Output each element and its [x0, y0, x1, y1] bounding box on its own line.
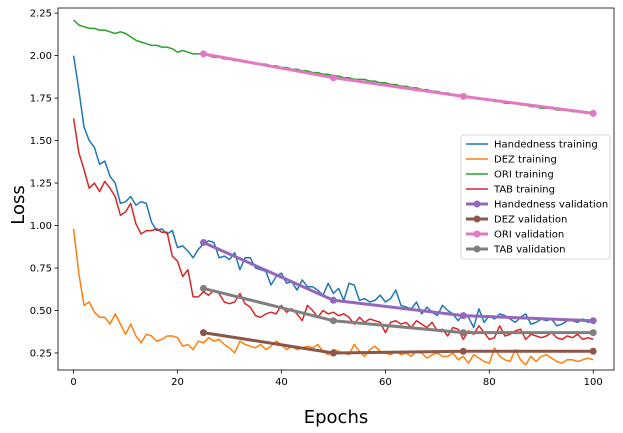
data-point-ori-validation — [329, 74, 337, 82]
data-point-tab-validation — [329, 317, 337, 325]
series-line-tab-training — [72, 118, 594, 341]
y-tick-label: 1.00 — [30, 221, 52, 232]
data-point-dez-validation — [459, 347, 467, 355]
legend-marker — [473, 200, 481, 208]
legend-marker — [473, 215, 481, 223]
series-ori-validation — [200, 50, 597, 117]
data-point-handedness-validation — [459, 312, 467, 320]
x-tick-label: 100 — [584, 377, 603, 388]
data-point-ori-validation — [459, 92, 467, 100]
legend-marker — [473, 230, 481, 238]
legend-entry-tab-training: TAB training — [466, 185, 555, 196]
series-line-ori-validation — [203, 52, 594, 115]
y-tick-label: 0.75 — [30, 264, 52, 275]
data-point-ori-validation — [589, 109, 597, 117]
y-tick-label: 2.00 — [30, 51, 52, 62]
series-handedness-validation — [200, 239, 597, 325]
series-tab-training — [72, 118, 594, 341]
data-point-tab-validation — [459, 329, 467, 337]
x-tick-label: 40 — [275, 377, 288, 388]
legend-entry-handedness-validation: Handedness validation — [466, 200, 608, 211]
data-point-dez-validation — [589, 347, 597, 355]
legend-entry-tab-validation: TAB validation — [466, 245, 565, 256]
x-axis-title: Epochs — [304, 407, 369, 428]
x-tick-label: 60 — [379, 377, 392, 388]
data-point-ori-validation — [200, 50, 207, 58]
data-point-dez-validation — [329, 349, 337, 357]
y-tick-label: 1.50 — [30, 136, 52, 147]
data-point-tab-validation — [589, 329, 597, 337]
y-tick-label: 2.25 — [30, 9, 52, 20]
legend-label: TAB validation — [493, 245, 565, 256]
x-tick-label: 20 — [171, 377, 184, 388]
plot-frame — [57, 7, 615, 371]
y-tick-label: 0.50 — [30, 306, 52, 317]
legend-entry-dez-training: DEZ training — [466, 155, 557, 166]
y-tick-label: 0.25 — [30, 349, 52, 360]
data-point-tab-validation — [200, 284, 207, 292]
legend-frame — [460, 134, 611, 260]
legend-entry-ori-validation: ORI validation — [466, 230, 564, 241]
legend-entry-dez-validation: DEZ validation — [466, 215, 567, 226]
y-tick-label: 1.75 — [30, 94, 52, 105]
legend-label: ORI validation — [494, 230, 564, 241]
x-axis-ticks: 0 20 40 60 80 100 — [70, 370, 603, 388]
series-layer — [72, 19, 597, 366]
legend-label: DEZ training — [494, 155, 557, 166]
series-line-tab-validation — [203, 286, 594, 335]
data-point-dez-validation — [200, 329, 207, 337]
series-line-dez-validation — [203, 331, 594, 355]
data-point-handedness-validation — [200, 239, 207, 246]
y-tick-label: 1.25 — [30, 179, 52, 190]
legend-entry-ori-training: ORI training — [466, 170, 554, 181]
y-axis-title: Loss — [8, 185, 29, 224]
x-tick-label: 80 — [483, 377, 496, 388]
y-axis-ticks: 0.25 0.50 0.75 1.00 1.25 1.50 1.75 2.00 2.25 — [30, 9, 58, 360]
legend-label: Handedness training — [494, 140, 598, 151]
legend-entries: Handedness training DEZ training ORI train… — [466, 140, 608, 256]
legend-entry-handedness-training: Handedness training — [466, 140, 598, 151]
legend-label: Handedness validation — [494, 200, 608, 211]
x-tick-label: 0 — [70, 377, 76, 388]
series-line-handedness-validation — [202, 241, 594, 323]
data-point-handedness-validation — [329, 296, 337, 304]
legend-marker — [473, 245, 481, 253]
legend-label: ORI training — [494, 170, 554, 181]
data-point-handedness-validation — [589, 317, 597, 325]
legend-label: DEZ validation — [494, 215, 567, 226]
legend: Handedness training DEZ training ORI train… — [460, 134, 611, 260]
series-dez-validation — [200, 329, 597, 357]
legend-label: TAB training — [493, 185, 555, 196]
series-tab-validation — [200, 284, 597, 337]
